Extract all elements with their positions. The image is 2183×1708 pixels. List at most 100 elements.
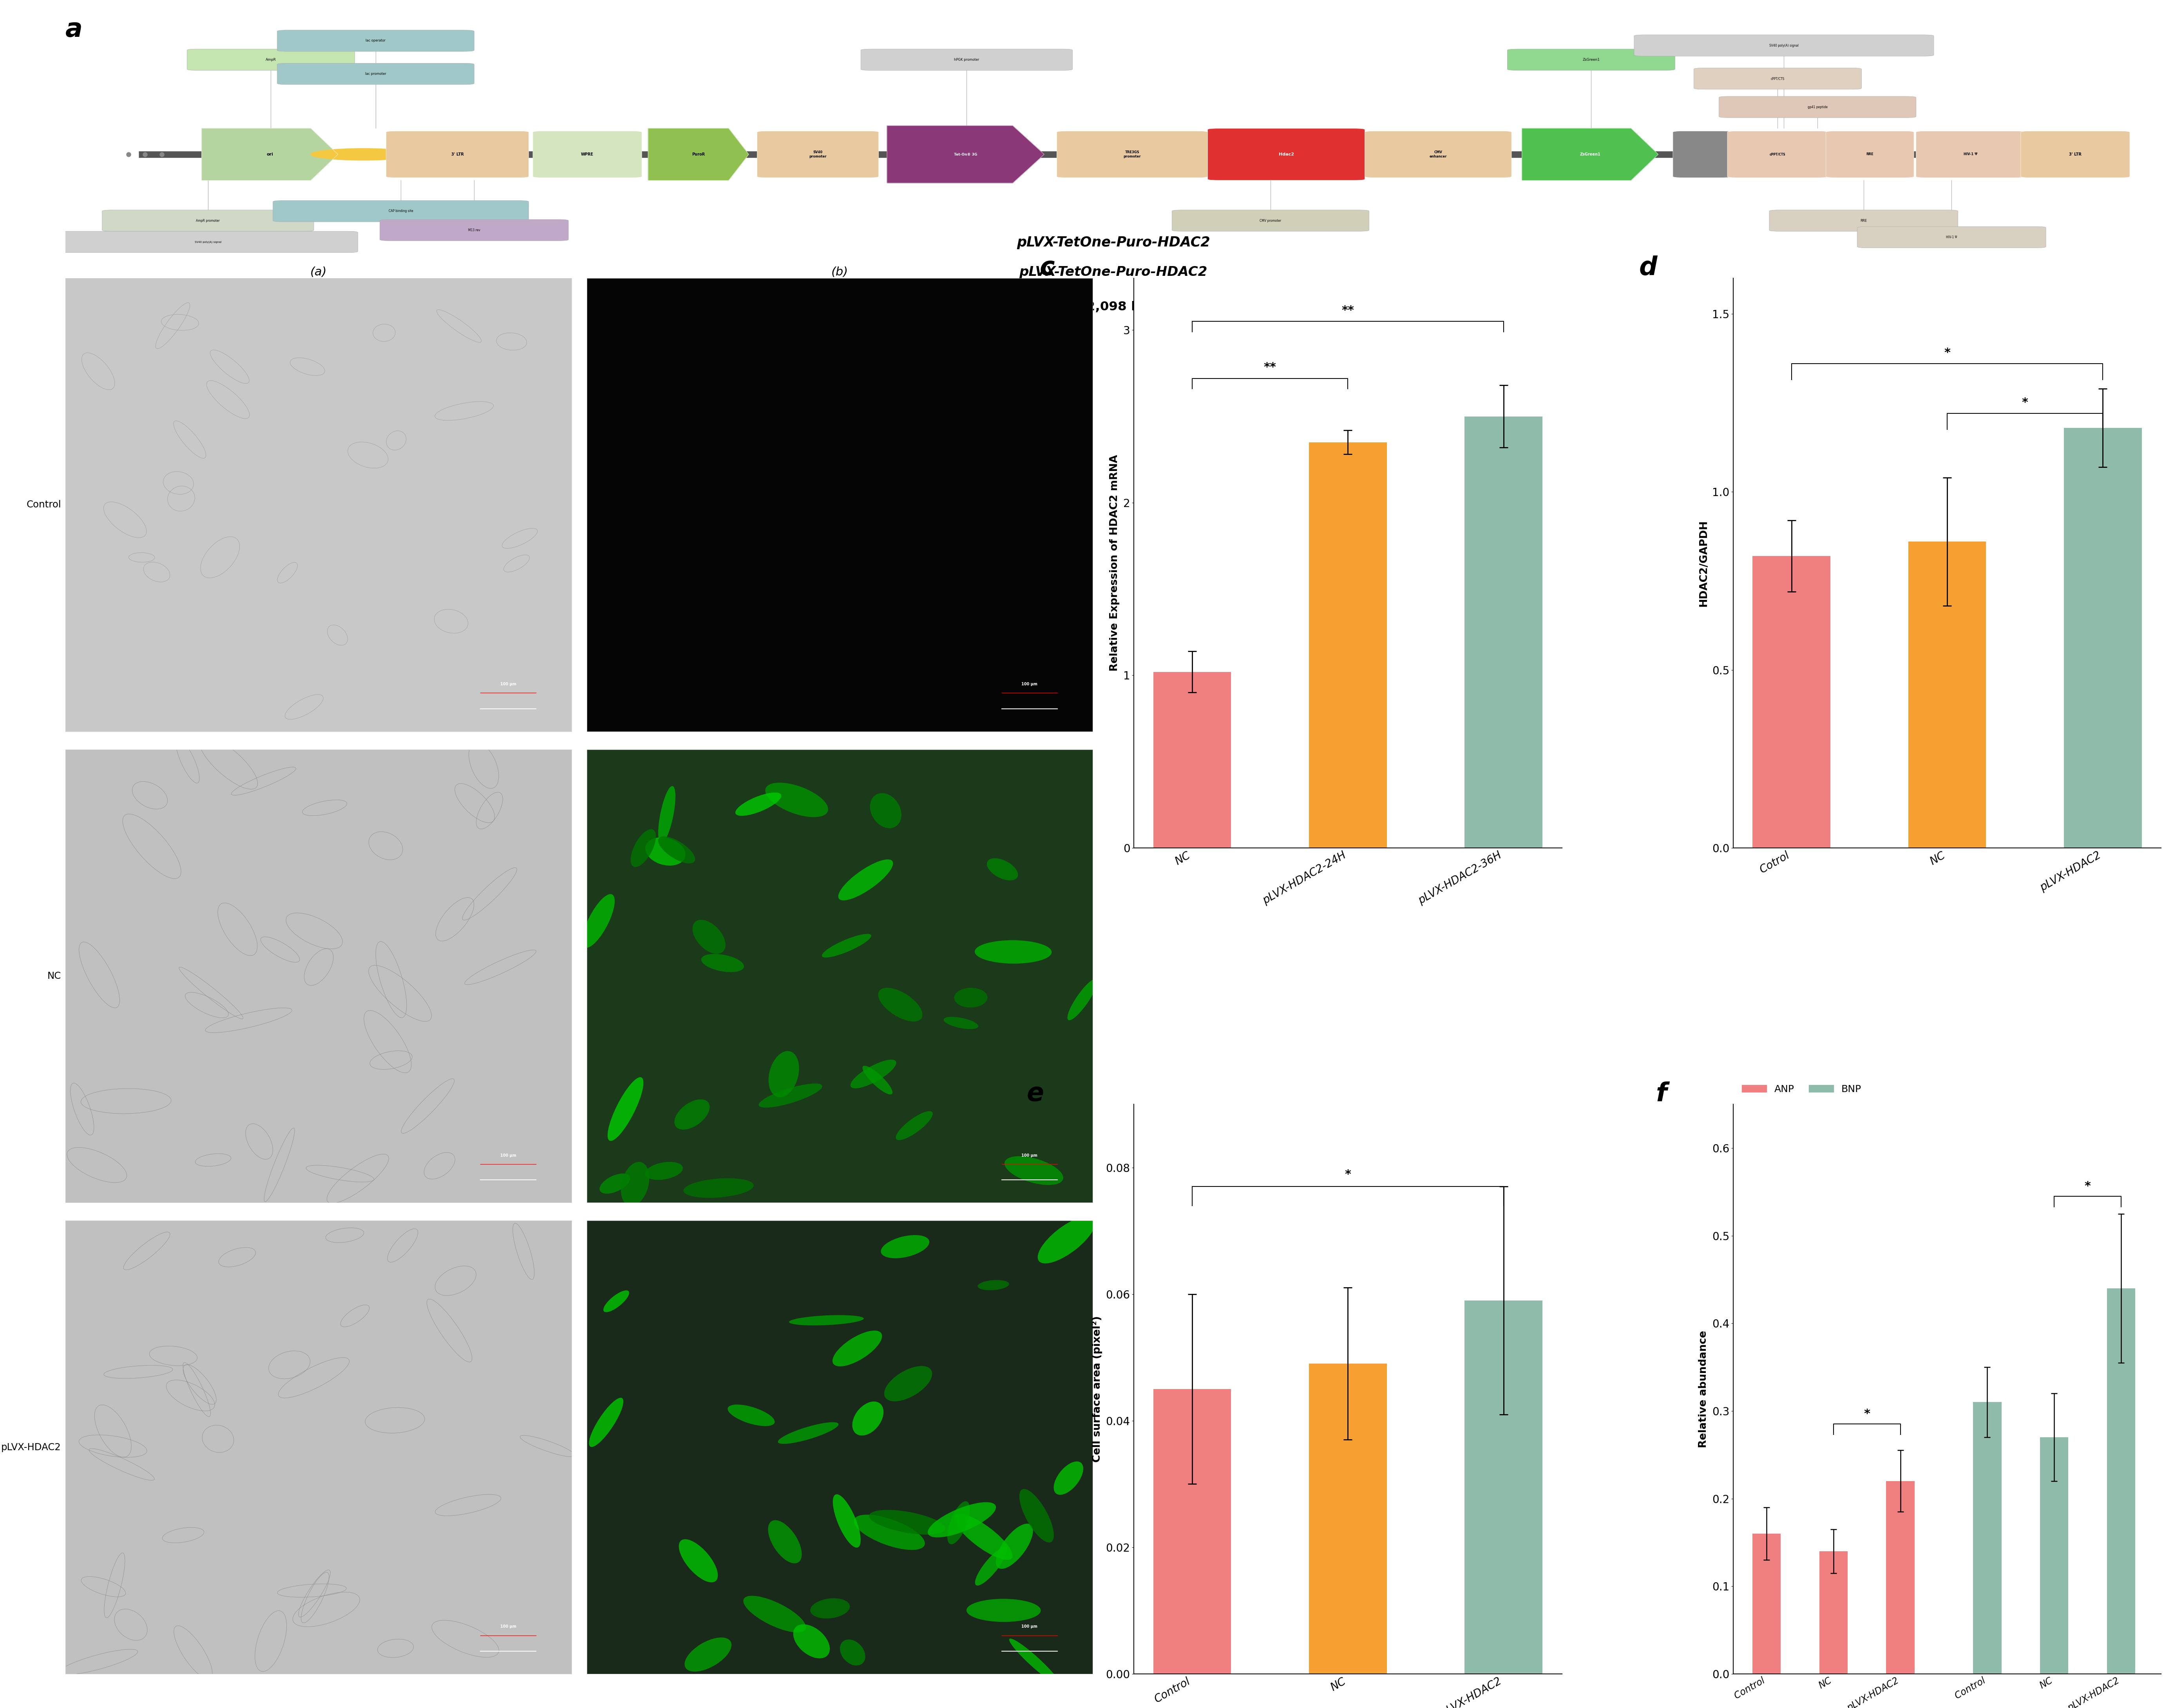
FancyBboxPatch shape [277,31,474,51]
FancyBboxPatch shape [860,50,1072,70]
Text: Hdac2: Hdac2 [1279,152,1295,157]
Text: **: ** [1343,304,1353,316]
Ellipse shape [812,1141,838,1170]
Text: RRE: RRE [1860,219,1866,222]
Text: f: f [1657,1081,1668,1107]
Text: ZsGreen1: ZsGreen1 [1583,58,1600,61]
Text: e: e [1026,1081,1043,1107]
Bar [1310,442,1386,847]
Text: gp41 peptide: gp41 peptide [1808,106,1827,109]
Ellipse shape [928,931,950,982]
FancyBboxPatch shape [1825,132,1914,178]
Text: cPPT/CTS: cPPT/CTS [1770,77,1784,80]
Text: 100 μm: 100 μm [500,1153,517,1158]
FancyBboxPatch shape [1364,132,1511,178]
Bar [1818,1551,1847,1674]
Bar [2063,427,2142,847]
Ellipse shape [1054,851,1102,869]
Bar [1753,1534,1781,1674]
Ellipse shape [928,828,991,859]
Bar [1465,417,1543,847]
Text: ori: ori [266,152,273,157]
FancyBboxPatch shape [380,219,568,241]
Ellipse shape [594,1095,644,1117]
Text: cPPT/CTS: cPPT/CTS [1770,152,1786,155]
Ellipse shape [777,1272,821,1291]
Ellipse shape [840,1409,908,1448]
Ellipse shape [594,1380,624,1407]
Text: 12,098 bp: 12,098 bp [1078,301,1148,313]
Ellipse shape [651,1547,677,1588]
Ellipse shape [886,912,904,963]
Text: HIV-1 Ψ: HIV-1 Ψ [1963,152,1978,155]
Y-axis label: Relative abundance: Relative abundance [1698,1331,1709,1448]
Bar [1886,1481,1914,1674]
Ellipse shape [587,972,657,992]
Text: *: * [1345,1168,1351,1180]
Ellipse shape [705,1629,744,1664]
Ellipse shape [627,1467,657,1489]
FancyBboxPatch shape [1768,210,1958,231]
Bar [1310,1363,1386,1674]
Ellipse shape [854,1452,880,1472]
Polygon shape [201,128,338,181]
Text: CMV promoter: CMV promoter [1260,219,1281,222]
Text: WPRE: WPRE [581,152,594,157]
Text: d: d [1639,256,1657,280]
FancyBboxPatch shape [2021,132,2131,178]
Text: c: c [1039,256,1054,280]
Text: **: ** [1264,362,1277,372]
FancyBboxPatch shape [1694,68,1862,89]
Bar [1973,1402,2002,1674]
Ellipse shape [587,1501,611,1527]
Text: 100 μm: 100 μm [1022,1153,1037,1158]
Text: RRE: RRE [1866,152,1873,155]
Ellipse shape [655,1341,690,1365]
Ellipse shape [1015,1606,1074,1635]
Ellipse shape [1033,767,1061,794]
Ellipse shape [661,789,703,815]
Text: HIV-1 Ψ: HIV-1 Ψ [1945,236,1958,239]
Text: SV40
promoter: SV40 promoter [810,150,827,159]
Ellipse shape [864,1363,908,1375]
FancyBboxPatch shape [533,132,642,178]
Ellipse shape [598,1341,646,1395]
Text: 3' LTR: 3' LTR [452,152,463,157]
Polygon shape [886,126,1043,183]
Y-axis label: Relative Expression of HDAC2 mRNA: Relative Expression of HDAC2 mRNA [1109,454,1120,671]
Bar [1153,1389,1231,1674]
FancyBboxPatch shape [188,50,354,70]
FancyBboxPatch shape [1672,132,1731,178]
Text: hPGK promoter: hPGK promoter [954,58,980,61]
Ellipse shape [965,1127,991,1175]
Ellipse shape [891,1457,947,1493]
FancyBboxPatch shape [1057,132,1207,178]
Ellipse shape [998,1547,1052,1595]
Ellipse shape [1052,1424,1083,1443]
Ellipse shape [731,1247,775,1272]
Polygon shape [648,128,749,181]
Bar [1153,671,1231,847]
Text: 100 μm: 100 μm [500,1624,517,1628]
Ellipse shape [941,1436,974,1467]
Ellipse shape [688,1503,742,1532]
Ellipse shape [642,1156,703,1184]
Ellipse shape [926,1614,982,1635]
Ellipse shape [906,1571,950,1624]
Ellipse shape [594,902,627,939]
Ellipse shape [714,897,749,933]
Y-axis label: pLVX-HDAC2: pLVX-HDAC2 [2,1443,61,1452]
Ellipse shape [867,748,899,782]
Ellipse shape [810,909,854,929]
Ellipse shape [1065,1496,1087,1556]
Ellipse shape [594,1008,633,1027]
Ellipse shape [864,1522,895,1583]
Bar [1465,1300,1543,1674]
Text: lac promoter: lac promoter [365,72,386,75]
Ellipse shape [629,1279,661,1308]
Ellipse shape [576,1050,633,1098]
Polygon shape [1522,128,1659,181]
FancyBboxPatch shape [277,63,474,84]
Text: *: * [2021,396,2028,408]
Y-axis label: Cell surface area (pixel²): Cell surface area (pixel²) [1092,1315,1102,1462]
